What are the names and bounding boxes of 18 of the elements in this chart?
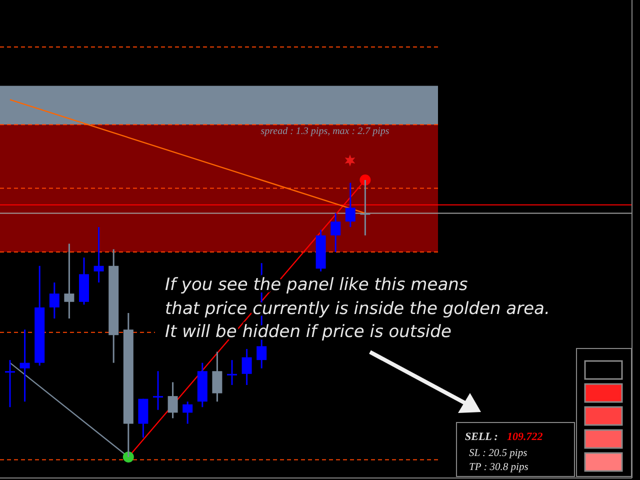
candlestick (330, 212, 341, 253)
candlestick (49, 282, 60, 320)
candlestick (20, 328, 30, 402)
text: SELL : (465, 431, 498, 443)
candlestick (182, 400, 193, 425)
candlestick (64, 242, 74, 320)
text: 109.722 (507, 431, 544, 443)
candlestick (227, 359, 237, 386)
candlestick (212, 350, 222, 402)
candlestick (5, 359, 15, 408)
candlestick (94, 226, 104, 284)
text: SL : 20.5 pips (469, 448, 528, 459)
candlestick (153, 370, 163, 411)
candlestick (345, 182, 356, 228)
text: TP : 30.8 pips (469, 462, 528, 473)
candlestick (242, 348, 252, 386)
text: spread : 1.3 pips, max : 2.7 pips (260, 126, 390, 137)
candlestick (168, 381, 178, 419)
